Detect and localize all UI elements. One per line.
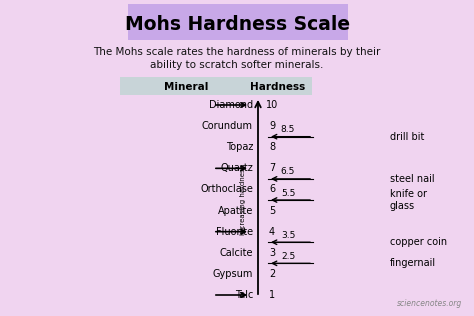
Text: Quartz: Quartz	[220, 163, 253, 173]
Text: 6.5: 6.5	[281, 167, 295, 176]
Text: copper coin: copper coin	[390, 237, 447, 247]
Text: Apatite: Apatite	[218, 205, 253, 216]
Text: Topaz: Topaz	[226, 142, 253, 152]
FancyBboxPatch shape	[120, 77, 312, 95]
Text: 8: 8	[269, 142, 275, 152]
Text: 9: 9	[269, 121, 275, 131]
Text: 3: 3	[269, 248, 275, 258]
Text: Fluorite: Fluorite	[216, 227, 253, 237]
Text: 6: 6	[269, 185, 275, 194]
Text: increasing hardness: increasing hardness	[240, 165, 246, 235]
Text: sciencenotes.org: sciencenotes.org	[397, 299, 462, 308]
Text: 8.5: 8.5	[281, 125, 295, 134]
FancyBboxPatch shape	[128, 4, 348, 40]
Text: 3.5: 3.5	[281, 231, 295, 240]
Text: Gypsum: Gypsum	[213, 269, 253, 279]
Text: Orthoclase: Orthoclase	[200, 185, 253, 194]
Text: knife or
glass: knife or glass	[390, 189, 427, 211]
Text: fingernail: fingernail	[390, 258, 436, 268]
Text: Calcite: Calcite	[219, 248, 253, 258]
Text: Mohs Hardness Scale: Mohs Hardness Scale	[126, 15, 351, 33]
Text: 2.5: 2.5	[281, 252, 295, 261]
Text: drill bit: drill bit	[390, 132, 424, 142]
Text: 2: 2	[269, 269, 275, 279]
Text: 5.5: 5.5	[281, 189, 295, 198]
Text: 4: 4	[269, 227, 275, 237]
Text: Diamond: Diamond	[209, 100, 253, 110]
Text: Talc: Talc	[235, 290, 253, 300]
Text: The Mohs scale rates the hardness of minerals by their: The Mohs scale rates the hardness of min…	[93, 47, 381, 57]
Text: steel nail: steel nail	[390, 174, 435, 184]
Text: 5: 5	[269, 205, 275, 216]
Text: 1: 1	[269, 290, 275, 300]
Text: Mineral: Mineral	[164, 82, 208, 92]
Text: 7: 7	[269, 163, 275, 173]
Text: 10: 10	[266, 100, 278, 110]
Text: Corundum: Corundum	[202, 121, 253, 131]
Text: Hardness: Hardness	[250, 82, 306, 92]
Text: ability to scratch softer minerals.: ability to scratch softer minerals.	[150, 60, 324, 70]
